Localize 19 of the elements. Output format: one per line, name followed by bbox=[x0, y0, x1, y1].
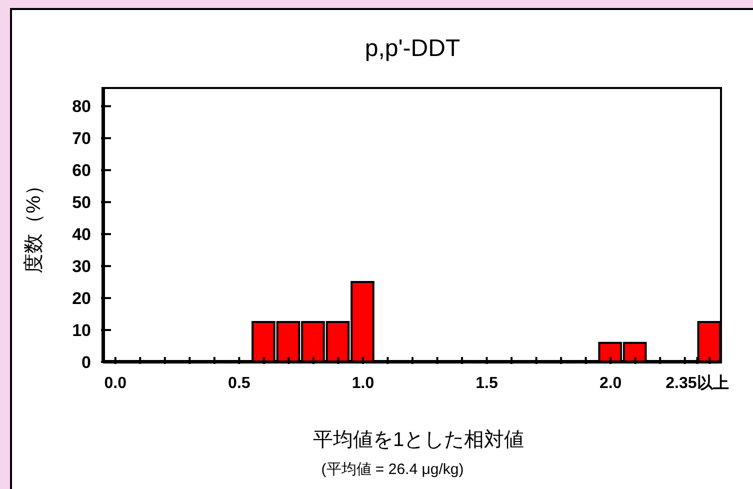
x-tick-label: 2.0 bbox=[599, 375, 622, 392]
x-tick-label: 0.5 bbox=[228, 375, 250, 392]
y-tick-label: 20 bbox=[72, 289, 91, 308]
y-tick-label: 80 bbox=[72, 97, 91, 116]
y-tick-label: 10 bbox=[72, 321, 91, 340]
x-tick-label: 0.0 bbox=[104, 375, 127, 392]
x-tick-label: 1.0 bbox=[352, 375, 374, 392]
x-tick-label: 2.35以上 bbox=[666, 374, 729, 392]
y-tick-label: 50 bbox=[72, 193, 91, 212]
y-tick-label: 30 bbox=[72, 257, 91, 276]
y-axis-title: 度数（%） bbox=[23, 176, 45, 274]
y-tick-label: 0 bbox=[82, 353, 91, 372]
x-axis-title: 平均値を1とした相対値 bbox=[312, 429, 524, 451]
text: (平均値 = 26.4 μg/kg) bbox=[321, 461, 464, 478]
y-tick-label: 70 bbox=[72, 129, 91, 148]
y-tick-label: 60 bbox=[72, 161, 91, 180]
x-tick-label: 1.5 bbox=[476, 375, 498, 392]
chart-title: p,p'-DDT bbox=[364, 35, 460, 62]
y-tick-label: 40 bbox=[72, 225, 91, 244]
